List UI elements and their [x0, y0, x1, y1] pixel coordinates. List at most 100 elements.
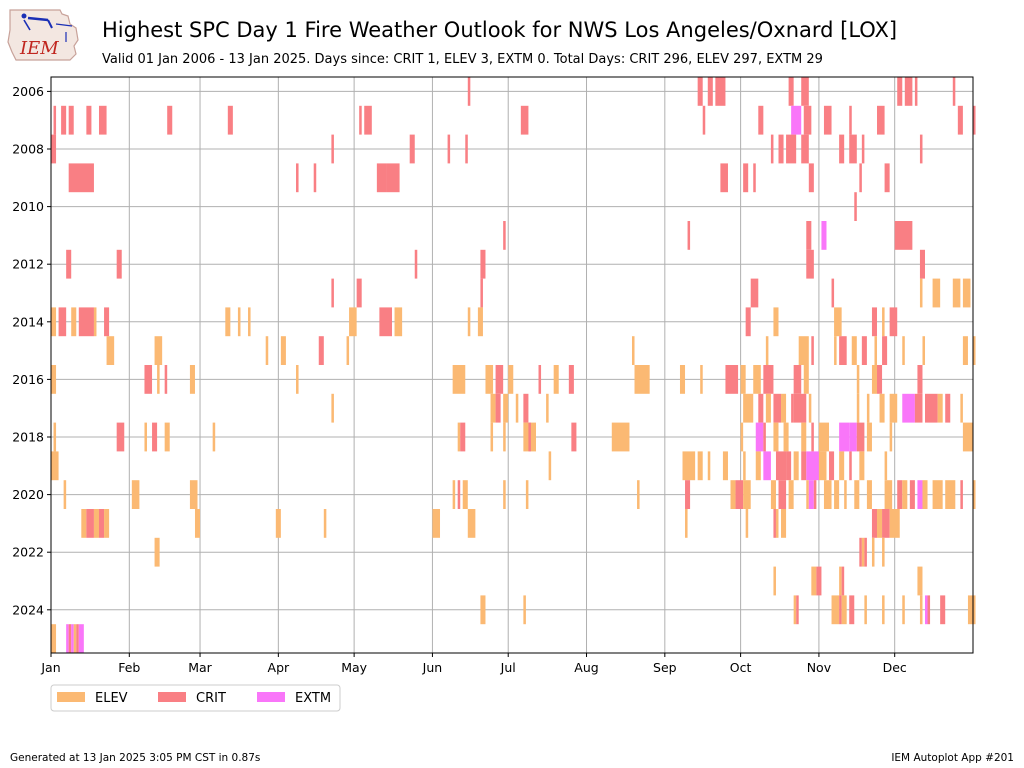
outlook-bar-crit: [813, 480, 817, 509]
outlook-bar-crit: [86, 105, 92, 135]
outlook-bar-crit: [806, 221, 812, 250]
x-tick-label: Nov: [807, 660, 832, 675]
outlook-bar-crit: [528, 422, 531, 452]
outlook-bar-elev: [548, 451, 552, 481]
outlook-bar-crit: [495, 393, 501, 423]
logo-text: IEM: [19, 38, 59, 59]
outlook-bar-crit: [839, 595, 842, 625]
outlook-bar-elev: [685, 509, 688, 538]
outlook-bar-elev: [452, 365, 466, 394]
outlook-bar-elev: [477, 307, 483, 337]
outlook-bar-crit: [460, 422, 466, 452]
outlook-bar-elev: [480, 595, 486, 625]
outlook-bar-crit: [763, 422, 766, 452]
outlook-bar-elev: [697, 451, 703, 481]
outlook-bar-crit: [803, 105, 812, 135]
outlook-bar-crit: [495, 365, 504, 394]
outlook-bar-elev: [467, 307, 471, 337]
outlook-bar-elev: [866, 393, 870, 423]
y-tick-label: 2024: [12, 602, 44, 617]
outlook-bar-crit: [778, 480, 787, 509]
outlook-bar-crit: [897, 77, 903, 106]
outlook-bar-elev: [919, 595, 923, 625]
y-tick-label: 2010: [12, 199, 44, 214]
outlook-bar-elev: [889, 422, 893, 452]
outlook-bar-crit: [725, 365, 739, 394]
outlook-bar-elev: [503, 422, 506, 452]
outlook-bar-crit: [801, 451, 807, 481]
outlook-bar-elev: [462, 480, 468, 509]
chart-title: Highest SPC Day 1 Fire Weather Outlook f…: [102, 18, 898, 42]
outlook-bar-crit: [849, 451, 852, 481]
outlook-bar-elev: [839, 566, 842, 596]
x-tick-label: Oct: [730, 660, 752, 675]
outlook-bar-crit: [480, 278, 483, 308]
outlook-bar-crit: [364, 105, 372, 135]
outlook-bar-crit: [68, 105, 74, 135]
legend-swatch-crit: [158, 692, 186, 702]
outlook-bar-elev: [212, 422, 216, 452]
x-tick-label: Mar: [188, 660, 212, 675]
outlook-bar-crit: [894, 221, 913, 250]
outlook-bar-elev: [508, 365, 514, 394]
y-tick-label: 2022: [12, 545, 44, 560]
outlook-bar-crit: [811, 422, 814, 452]
legend-swatch-extm: [257, 692, 285, 702]
outlook-bar-crit: [702, 105, 706, 135]
outlook-bar-crit: [313, 163, 317, 193]
outlook-bar-elev: [745, 509, 749, 538]
outlook-bar-crit: [571, 422, 577, 452]
outlook-bar-crit: [53, 105, 57, 135]
outlook-bar-crit: [786, 451, 792, 481]
outlook-bar-crit: [356, 278, 362, 308]
outlook-bar-crit: [791, 393, 794, 423]
outlook-bar-elev: [932, 278, 941, 308]
y-tick-label: 2018: [12, 430, 44, 445]
outlook-bar-elev: [265, 336, 269, 365]
outlook-bar-elev: [781, 509, 787, 538]
outlook-bar-elev: [902, 595, 905, 625]
outlook-bar-elev: [882, 537, 885, 567]
outlook-bar-extm: [917, 480, 923, 509]
outlook-bar-elev: [63, 480, 67, 509]
outlook-bar-crit: [685, 480, 691, 509]
legend-label-extm: EXTM: [295, 691, 331, 706]
legend-label-crit: CRIT: [196, 691, 226, 706]
outlook-bar-elev: [937, 393, 943, 423]
outlook-bar-elev: [884, 451, 888, 481]
generated-timestamp: Generated at 13 Jan 2025 3:05 PM CST in …: [10, 752, 261, 764]
outlook-bar-elev: [346, 336, 350, 365]
outlook-bar-crit: [78, 307, 94, 337]
outlook-bar-elev: [280, 336, 286, 365]
outlook-bar-crit: [778, 134, 784, 164]
outlook-bar-crit: [68, 624, 72, 653]
outlook-bar-crit: [167, 105, 173, 135]
outlook-bar-elev: [157, 365, 160, 394]
outlook-bar-elev: [394, 307, 403, 337]
outlook-bar-extm: [925, 595, 928, 625]
app-label: IEM Autoplot App #201: [891, 752, 1014, 764]
outlook-bar-crit: [854, 192, 857, 221]
outlook-bar-elev: [611, 422, 630, 452]
outlook-bar-crit: [720, 163, 728, 193]
fire-weather-chart: Jan Feb Mar Apr May Jun Jul Aug Sep Oct Nov Dec 2006…: [12, 76, 976, 712]
y-tick-label: 2012: [12, 257, 44, 272]
outlook-bar-extm: [806, 451, 819, 481]
outlook-bar-crit: [775, 451, 787, 481]
outlook-bar-elev: [879, 393, 885, 423]
outlook-bar-extm: [66, 624, 69, 653]
outlook-bar-crit: [152, 422, 158, 452]
outlook-bar-elev: [834, 336, 837, 365]
outlook-bar-elev: [331, 393, 334, 423]
legend-swatch-elev: [57, 692, 85, 702]
outlook-bar-elev: [154, 537, 160, 567]
outlook-bar-elev: [952, 278, 961, 308]
outlook-bar-elev: [81, 509, 87, 538]
outlook-bar-crit: [808, 163, 814, 193]
outlook-bar-elev: [770, 480, 776, 509]
outlook-bar-crit: [927, 595, 931, 625]
outlook-bar-crit: [770, 134, 774, 164]
outlook-bar-elev: [432, 509, 441, 538]
outlook-bar-elev: [248, 307, 251, 337]
outlook-bar-elev: [503, 393, 509, 423]
